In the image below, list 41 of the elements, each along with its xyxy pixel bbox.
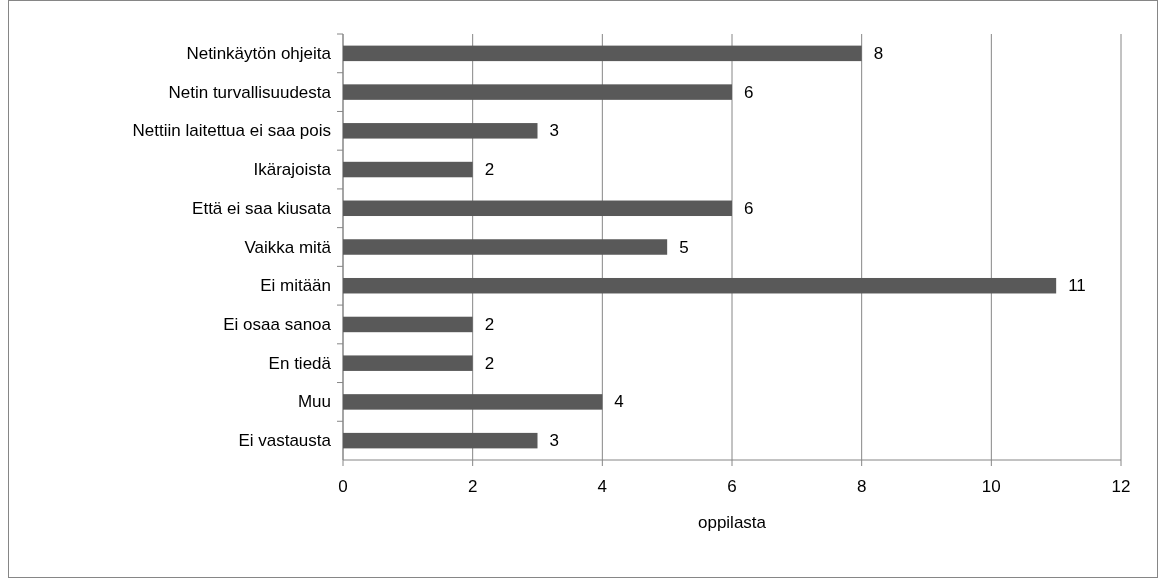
data-label: 6: [744, 198, 754, 218]
y-tick-label: Ei osaa sanoa: [223, 314, 332, 334]
y-tick-label: Muu: [297, 392, 331, 412]
y-tick-label: Nettiin laitettua ei saa pois: [132, 121, 331, 141]
data-label: 2: [484, 160, 495, 180]
y-tick-label: En tiedä: [268, 353, 332, 373]
x-tick-label: 8: [856, 477, 867, 496]
bar: [343, 84, 732, 100]
y-tick-label: Ei vastausta: [238, 431, 332, 451]
bar: [343, 277, 1057, 294]
x-tick-label: 6: [727, 477, 737, 496]
bar: [343, 432, 538, 449]
data-label: 6: [744, 82, 754, 102]
y-tick-label: Että ei saa kiusata: [192, 198, 332, 218]
bar: [343, 239, 668, 255]
bar: [343, 45, 862, 62]
y-tick-label: Ikärajoista: [253, 160, 332, 180]
data-label: 5: [679, 237, 689, 257]
y-tick-label: Ei mitään: [260, 276, 331, 296]
bar: [343, 394, 603, 410]
y-tick-label: Netinkäytön ohjeita: [186, 43, 332, 63]
x-tick-label: 0: [338, 477, 348, 496]
data-label: 8: [873, 43, 884, 63]
y-tick-label: Vaikka mitä: [244, 237, 332, 257]
x-tick-label: 12: [1111, 477, 1131, 496]
data-label: 3: [549, 121, 559, 141]
data-label: 4: [614, 392, 624, 412]
data-label: 3: [549, 431, 559, 451]
bar: [343, 355, 473, 371]
x-axis-title: oppilasta: [697, 513, 767, 532]
data-label: 2: [484, 314, 495, 334]
data-label: 2: [484, 353, 495, 373]
y-tick-label: Netin turvallisuudesta: [168, 82, 332, 102]
data-label: 11: [1068, 276, 1086, 296]
bar: [343, 200, 732, 217]
bar: [343, 161, 473, 178]
x-tick-label: 10: [981, 477, 1001, 496]
x-tick-label: 4: [597, 477, 608, 496]
bar: [343, 316, 473, 333]
x-tick-label: 2: [467, 477, 478, 496]
bar: [343, 123, 538, 139]
